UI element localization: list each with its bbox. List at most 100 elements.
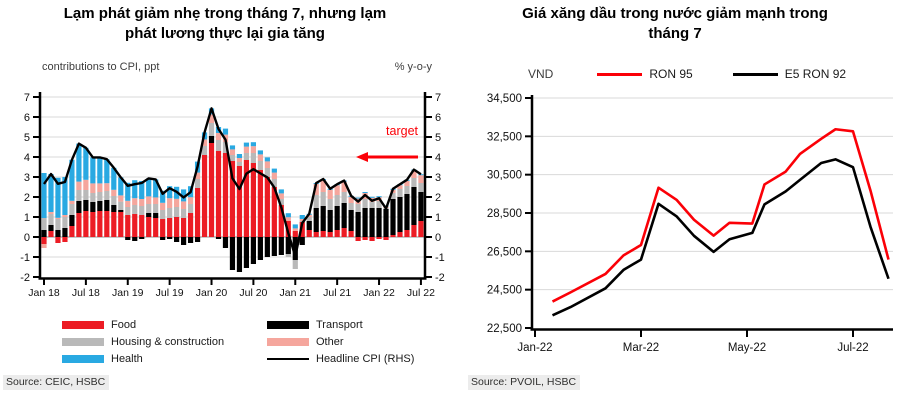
price-line-e5ron92: [551, 158, 890, 317]
bar-segment-housing: [69, 204, 75, 215]
left-tick-label: 0: [24, 232, 30, 244]
bar-segment-other: [90, 183, 96, 193]
e5ron92-line-swatch: [732, 72, 778, 76]
bar-segment-food: [215, 151, 222, 237]
bar-segment-food: [48, 231, 54, 237]
bar-segment-housing: [313, 195, 319, 208]
bar-segment-other: [174, 198, 180, 207]
bar-segment-food: [83, 211, 89, 237]
bar-segment-transport: [132, 237, 138, 241]
bar-segment-housing: [104, 191, 110, 200]
bar-segment-food: [229, 161, 236, 237]
bar-segment-housing: [376, 201, 382, 208]
bar-segment-other: [348, 196, 354, 203]
bar-segment-other: [418, 175, 424, 183]
bar-segment-other: [111, 189, 117, 196]
cpi-axis-captions: contributions to CPI, ppt % y-o-y: [42, 61, 432, 73]
bar-segment-transport: [90, 202, 96, 212]
bar-segment-transport: [153, 213, 159, 218]
cpi-stacked-bar-chart: -2 -2 -1 -1 0 0 1 1 2 2 3 3 4 4 5 5 6 6 7 7 Jan 18 Jul 18 Jan …: [20, 92, 445, 299]
right-tick-label: 0: [435, 232, 441, 244]
x-tick-label: Jan 21: [280, 287, 312, 299]
bar-segment-health: [362, 192, 368, 193]
bar-segment-housing: [292, 260, 298, 269]
bar-segment-transport: [41, 230, 47, 237]
cpi-chart-title-line2: phát lương thực lại gia tăng: [125, 25, 325, 42]
bar-segment-food: [194, 188, 201, 237]
x-tick-label: Jan-22: [517, 342, 552, 354]
left-tick-label: 5: [24, 132, 30, 144]
bar-segment-health: [146, 178, 152, 197]
cpi-left-axis-caption: contributions to CPI, ppt: [42, 61, 160, 73]
cpi-chart-title-line1: Lạm phát giảm nhẹ trong tháng 7, nhưng l…: [63, 5, 387, 22]
bar-segment-food: [264, 177, 270, 237]
bar-segment-other: [327, 189, 333, 199]
bar-segment-transport: [411, 187, 417, 225]
bar-segment-transport: [355, 212, 361, 237]
health-swatch: [62, 354, 104, 363]
housing-swatch: [62, 337, 104, 346]
bar-segment-health: [160, 190, 166, 203]
bar-segment-food: [362, 237, 368, 240]
bar-segment-health: [41, 173, 47, 218]
cpi-chart-title: Lạm phát giảm nhẹ trong tháng 7, nhưng l…: [8, 4, 442, 44]
bar-segment-transport: [250, 237, 256, 264]
bar-segment-health: [118, 177, 124, 196]
left-tick-label: 1: [24, 212, 30, 224]
legend-label-health: Health: [111, 352, 143, 365]
bar-segment-health: [243, 142, 250, 147]
bar-segment-other: [292, 228, 298, 231]
bar-segment-health: [125, 182, 131, 201]
bar-segment-transport: [111, 205, 117, 212]
bar-segment-housing: [201, 146, 208, 155]
bar-segment-transport: [299, 237, 305, 245]
bar-segment-health: [257, 150, 263, 155]
bar-segment-other: [41, 244, 47, 248]
bar-segment-housing: [41, 218, 47, 230]
bar-segment-other: [160, 202, 166, 210]
bar-segment-other: [271, 172, 277, 179]
bar-segment-food: [222, 153, 229, 237]
ron95-line-swatch: [597, 72, 643, 76]
legend-label-transport: Transport: [316, 318, 363, 331]
bar-segment-transport: [229, 237, 236, 270]
y-tick-label: 22,500: [487, 323, 522, 335]
bar-segment-transport: [348, 210, 354, 231]
bar-segment-other: [146, 196, 152, 204]
bar-segment-food: [76, 213, 82, 237]
bar-segment-housing: [208, 123, 215, 136]
bar-segment-transport: [369, 208, 375, 237]
bar-segment-other: [264, 161, 270, 168]
bar-segment-housing: [222, 142, 229, 153]
bar-segment-health: [132, 180, 138, 199]
right-tick-label: 6: [435, 112, 441, 124]
bar-segment-housing: [334, 195, 340, 206]
bar-segment-housing: [404, 186, 410, 194]
bar-segment-food: [62, 237, 68, 242]
x-tick-label: Jul 22: [407, 287, 435, 299]
bar-segment-health: [376, 196, 382, 198]
bar-segment-housing: [341, 192, 347, 203]
bar-segment-other: [48, 212, 54, 214]
right-tick-label: 7: [435, 92, 441, 104]
bar-segment-housing: [160, 210, 166, 219]
bar-segment-food: [111, 212, 117, 237]
legend-label-headline-cpi: Headline CPI (RHS): [316, 352, 415, 365]
x-tick-label: Mar-22: [623, 342, 659, 354]
bar-segment-transport: [278, 237, 284, 255]
bar-segment-transport: [313, 208, 319, 232]
bar-segment-food: [411, 225, 417, 237]
bar-segment-health: [97, 157, 103, 184]
bar-segment-housing: [167, 208, 173, 218]
bar-segment-other: [104, 183, 110, 191]
bar-segment-transport: [362, 208, 368, 237]
bar-segment-food: [181, 218, 187, 237]
y-tick-label: 32,500: [487, 131, 522, 143]
bar-segment-transport: [222, 237, 229, 248]
bar-segment-health: [104, 159, 110, 184]
bar-segment-housing: [132, 205, 138, 214]
bar-segment-health: [355, 197, 361, 199]
fuel-legend: VND RON 95 E5 RON 92: [528, 66, 886, 82]
bar-segment-health: [271, 168, 277, 173]
bar-segment-other: [341, 181, 347, 192]
